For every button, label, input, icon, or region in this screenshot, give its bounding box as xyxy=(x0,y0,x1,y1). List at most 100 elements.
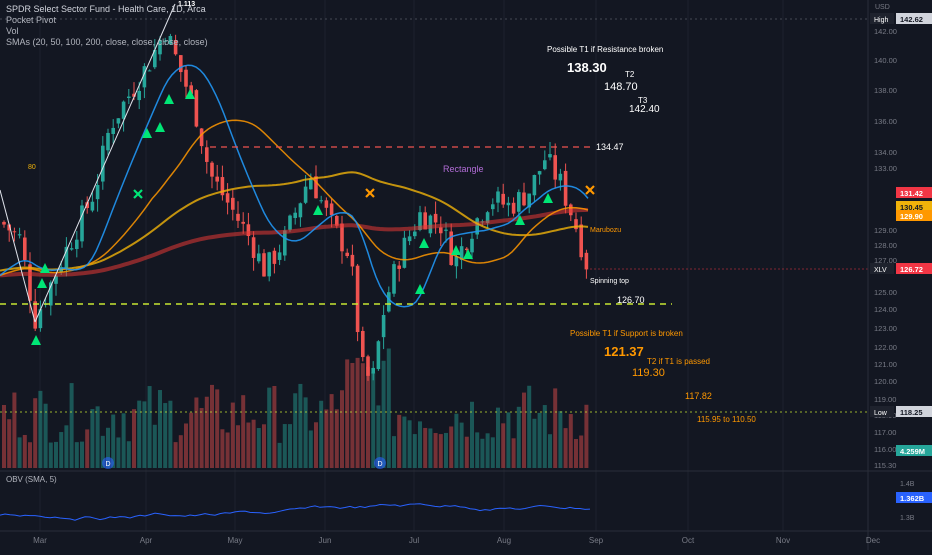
candlesticks xyxy=(2,33,589,381)
candle-body xyxy=(49,282,53,306)
volume-bar xyxy=(459,422,464,468)
candle-body xyxy=(361,330,365,358)
volume-bar xyxy=(22,434,27,468)
volume-bar xyxy=(568,414,573,468)
volume-bar xyxy=(579,435,584,468)
volume-bar xyxy=(262,424,266,468)
candle-body xyxy=(147,70,152,72)
candle-body xyxy=(537,171,542,175)
candle-body xyxy=(106,132,110,151)
candle-body xyxy=(189,85,193,94)
candle-body xyxy=(283,230,287,256)
volume-bar xyxy=(59,432,64,468)
volume-bar xyxy=(204,396,209,468)
price-tick-label: 122.00 xyxy=(874,343,897,352)
candle-body xyxy=(17,234,22,236)
candle-body xyxy=(38,309,43,329)
signal-cross xyxy=(133,189,143,199)
price-axis[interactable]: USD 142.00 140.00 138.00 136.00 134.00 133.00 1… xyxy=(874,4,897,470)
volume-bar xyxy=(230,402,235,468)
earnings-icon[interactable]: D xyxy=(374,457,386,469)
candle-body xyxy=(205,147,209,162)
candle-body xyxy=(90,201,95,211)
volume-bar xyxy=(402,416,407,468)
candle-body xyxy=(121,101,126,119)
volume-bar xyxy=(574,439,578,468)
earnings-icon[interactable]: D xyxy=(102,457,114,469)
candle-body xyxy=(413,231,417,237)
volume-bar xyxy=(282,424,287,468)
candle-body xyxy=(485,212,490,224)
volume-bar xyxy=(132,409,136,468)
candle-body xyxy=(527,193,531,208)
t1-down-value: 121.37 xyxy=(604,344,644,359)
volume-bar xyxy=(340,390,344,468)
candle-body xyxy=(225,193,230,203)
candle-body xyxy=(553,155,557,180)
candle-body xyxy=(85,202,89,209)
volume-bar xyxy=(210,384,214,468)
volume-bar xyxy=(64,425,69,468)
candle-body xyxy=(75,239,79,250)
volume-bar xyxy=(293,393,298,468)
signal-cross xyxy=(365,188,375,198)
badge-box xyxy=(896,445,932,456)
time-tick-label: Nov xyxy=(776,536,790,545)
badge-value: 130.45 xyxy=(900,203,923,212)
volume-bar xyxy=(95,406,100,468)
volume-bar xyxy=(303,397,308,468)
volume-bar xyxy=(480,438,485,468)
candle-body xyxy=(335,215,339,226)
volume-bars xyxy=(2,348,589,468)
volume-bar xyxy=(33,398,38,468)
volume-bar xyxy=(345,359,350,468)
legend-pocket-pivot[interactable]: Pocket Pivot xyxy=(6,15,57,25)
price-tick-label: 133.00 xyxy=(874,164,897,173)
candle-body xyxy=(262,253,266,277)
volume-bar xyxy=(267,387,272,468)
t2-down-label: T2 if T1 is passed xyxy=(647,357,710,366)
volume-bar xyxy=(298,383,303,468)
volume-bar xyxy=(246,422,251,468)
time-axis[interactable]: Mar Apr May Jun Jul Aug Sep Oct Nov Dec xyxy=(33,536,880,545)
candle-body xyxy=(329,203,334,216)
candle-body xyxy=(439,227,443,234)
legend-smas[interactable]: SMAs (20, 50, 100, 200, close, close, cl… xyxy=(6,37,208,47)
trend-line xyxy=(34,3,176,323)
time-tick-label: Oct xyxy=(682,536,695,545)
volume-bar xyxy=(584,404,589,468)
sma-20-line xyxy=(0,64,589,308)
signal-triangle xyxy=(415,284,425,294)
legend-volume[interactable]: Vol xyxy=(6,26,19,36)
volume-bar xyxy=(423,427,428,468)
candle-body xyxy=(241,221,245,224)
obv-badge xyxy=(896,492,932,503)
time-tick-label: Jul xyxy=(409,536,419,545)
badge-box xyxy=(896,201,932,212)
candle-body xyxy=(163,40,167,42)
candle-body xyxy=(158,39,162,55)
volume-bar xyxy=(199,408,204,468)
volume-bar xyxy=(116,437,121,468)
candle-body xyxy=(184,69,188,87)
candle-body xyxy=(80,205,84,242)
candle-body xyxy=(407,236,412,242)
candle-body xyxy=(199,128,204,147)
volume-bar xyxy=(532,418,537,468)
candle-body xyxy=(127,96,131,99)
volume-bar xyxy=(7,419,12,468)
volume-bar xyxy=(194,397,199,468)
volume-bar xyxy=(163,403,168,468)
candle-body xyxy=(459,246,464,260)
legend-title[interactable]: SPDR Select Sector Fund - Health Care, 1… xyxy=(6,4,206,14)
t2-up-label: T2 xyxy=(625,70,635,79)
candle-body xyxy=(397,265,401,269)
candle-body xyxy=(548,154,552,158)
t2-up-value: 148.70 xyxy=(604,81,638,93)
candle-body xyxy=(179,55,183,73)
candle-body xyxy=(522,192,526,206)
svg-text:D: D xyxy=(377,461,382,468)
volume-bar xyxy=(511,438,516,468)
